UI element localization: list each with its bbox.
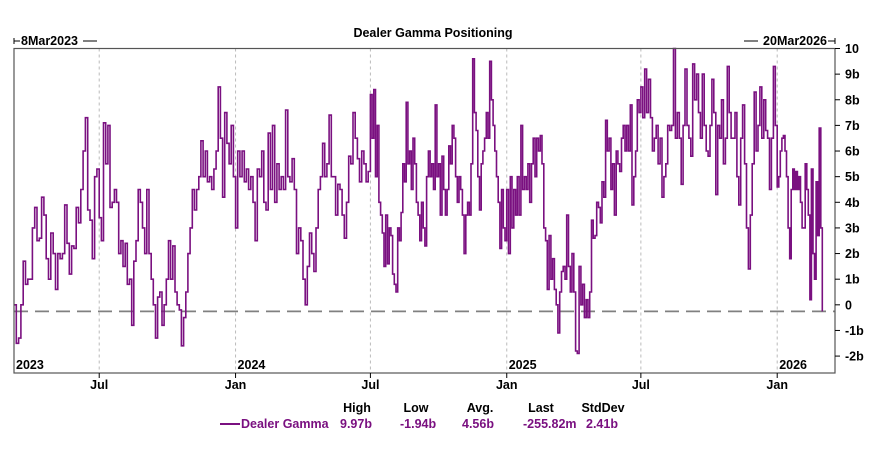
y-tick-label: -1b bbox=[845, 324, 864, 338]
legend-header-last: Last bbox=[528, 401, 555, 415]
legend-stat-low: -1.94b bbox=[400, 417, 436, 431]
x-tick-label: Jul bbox=[361, 378, 379, 392]
x-tick-label: Jan bbox=[496, 378, 518, 392]
legend-stat-last: -255.82m bbox=[523, 417, 577, 431]
y-tick-label: 8b bbox=[845, 93, 860, 107]
y-tick-label: 0 bbox=[845, 298, 852, 312]
y-tick-label: 3b bbox=[845, 221, 860, 235]
legend-header-stddev: StdDev bbox=[581, 401, 624, 415]
y-tick-label: 4b bbox=[845, 196, 860, 210]
x-tick-label: Jan bbox=[766, 378, 788, 392]
y-tick-label: 6b bbox=[845, 145, 860, 159]
x-tick-label: Jul bbox=[90, 378, 108, 392]
end-date-marker: 20Mar2026 bbox=[744, 34, 836, 48]
x-tick-label: Jan bbox=[225, 378, 247, 392]
legend-header-low: Low bbox=[404, 401, 429, 415]
x-axis: Jul Jan Jul Jan Jul Jan 2023 2024 2025 2026 bbox=[16, 358, 807, 392]
end-date-label: 20Mar2026 bbox=[763, 34, 827, 48]
year-label: 2026 bbox=[779, 358, 807, 372]
chart-title: Dealer Gamma Positioning bbox=[353, 26, 512, 40]
y-tick-label: -2b bbox=[845, 350, 864, 364]
y-tick-label: 2b bbox=[845, 247, 860, 261]
series-group bbox=[14, 47, 824, 355]
legend-header-avg: Avg. bbox=[467, 401, 494, 415]
legend-series-name: Dealer Gamma bbox=[241, 417, 330, 431]
y-tick-label: 1b bbox=[845, 273, 860, 287]
start-date-marker: 8Mar2023 bbox=[13, 34, 97, 48]
legend: High Low Avg. Last StdDev Dealer Gamma 9… bbox=[220, 401, 625, 431]
legend-stat-avg: 4.56b bbox=[462, 417, 494, 431]
y-tick-label: 10 bbox=[845, 42, 859, 56]
x-tick-label: Jul bbox=[632, 378, 650, 392]
legend-stat-high: 9.97b bbox=[340, 417, 372, 431]
legend-stat-stddev: 2.41b bbox=[586, 417, 618, 431]
y-tick-label: 7b bbox=[845, 119, 860, 133]
year-label: 2024 bbox=[238, 358, 266, 372]
y-tick-label: 5b bbox=[845, 170, 860, 184]
y-axis: 10 9b 8b 7b 6b 5b 4b 3b 2b 1b 0 -1b -2b bbox=[835, 42, 864, 364]
y-tick-label: 9b bbox=[845, 68, 860, 82]
year-label: 2025 bbox=[509, 358, 537, 372]
legend-header-high: High bbox=[343, 401, 371, 415]
year-label: 2023 bbox=[16, 358, 44, 372]
start-date-label: 8Mar2023 bbox=[21, 34, 78, 48]
plot-frame bbox=[13, 47, 836, 374]
series-line-dealer-gamma bbox=[14, 47, 824, 355]
